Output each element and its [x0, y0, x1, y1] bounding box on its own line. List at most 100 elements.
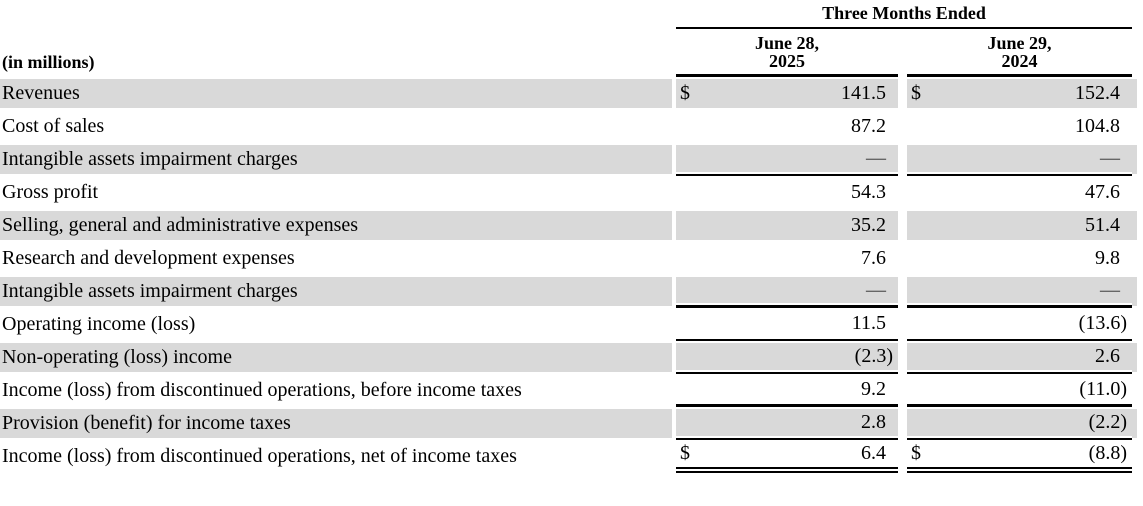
cell-value: — [1100, 278, 1120, 301]
column-tail [1132, 29, 1137, 77]
cell-value: 7.6 [861, 247, 886, 269]
column-gap [672, 308, 676, 341]
value-cell-2024: 9.8 [907, 242, 1132, 275]
row-label: Income (loss) from discontinued operatio… [2, 445, 517, 467]
value-cell-2024: — [907, 143, 1132, 176]
column-tail [1132, 407, 1137, 440]
value-cell-2025: 7.6 [676, 242, 898, 275]
cell-value: (11.0) [1079, 377, 1127, 400]
column-tail [1132, 77, 1137, 110]
cell-value: 2.8 [861, 411, 886, 433]
value-cell-2025: 87.2 [676, 110, 898, 143]
cell-value: 9.2 [861, 377, 886, 400]
cell-value: 152.4 [1075, 82, 1120, 104]
value-cell-2025: — [676, 143, 898, 176]
row-label-cell: Provision (benefit) for income taxes [0, 407, 672, 440]
column-header-2024: June 29, 2024 [907, 29, 1132, 77]
table-row: Income (loss) from discontinued operatio… [0, 374, 1143, 407]
column-gap [672, 242, 676, 275]
right-margin [1137, 209, 1143, 242]
cell-value: (2.3) [854, 345, 893, 367]
column-tail [1132, 308, 1137, 341]
cell-value: 141.5 [841, 82, 886, 104]
column-tail [1132, 209, 1137, 242]
table-row: Cost of sales 87.2 104.8 [0, 110, 1143, 143]
value-cell-2024: (13.6) [907, 308, 1132, 341]
cell-value: (13.6) [1078, 312, 1127, 334]
value-cell-2025: — [676, 275, 898, 308]
cell-value: 47.6 [1085, 181, 1120, 203]
row-label: Intangible assets impairment charges [2, 280, 298, 302]
cell-value: — [1100, 147, 1120, 169]
cell-value: 11.5 [851, 312, 886, 334]
column-gap [898, 275, 907, 308]
table-row: Provision (benefit) for income taxes 2.8… [0, 407, 1143, 440]
cell-value: (2.2) [1088, 411, 1127, 433]
cell-value: 35.2 [851, 214, 886, 236]
row-label-cell: Research and development expenses [0, 242, 672, 275]
period-header-margin [1132, 3, 1143, 29]
currency-symbol: $ [911, 82, 921, 104]
right-margin [1137, 308, 1143, 341]
right-margin [1137, 110, 1143, 143]
row-label: Revenues [2, 82, 80, 104]
value-cell-2025: 9.2 [676, 374, 898, 407]
row-label: Cost of sales [2, 115, 105, 137]
right-margin [1137, 29, 1143, 77]
column-tail [1132, 242, 1137, 275]
period-header-spacer [0, 3, 672, 29]
row-label-cell: Selling, general and administrative expe… [0, 209, 672, 242]
cell-value: (8.8) [1088, 442, 1127, 464]
cell-value: 9.8 [1095, 247, 1120, 269]
column-header-date-line2: 2025 [769, 51, 805, 71]
column-gap [898, 242, 907, 275]
cell-value: 2.6 [1095, 345, 1120, 367]
table-row: Research and development expenses 7.6 9.… [0, 242, 1143, 275]
row-label: Research and development expenses [2, 247, 295, 269]
column-header-2025: June 28, 2025 [676, 29, 898, 77]
column-gap [672, 77, 676, 110]
row-label-cell: Cost of sales [0, 110, 672, 143]
table-row: Operating income (loss) 11.5 (13.6) [0, 308, 1143, 341]
value-cell-2025: 2.8 [676, 407, 898, 440]
column-gap [898, 341, 907, 374]
financial-statement-table: Three Months Ended (in millions) June 28… [0, 3, 1143, 473]
period-header: Three Months Ended [676, 3, 1132, 29]
column-gap [898, 29, 907, 77]
column-gap [672, 110, 676, 143]
column-gap [672, 29, 676, 77]
right-margin [1137, 143, 1143, 176]
column-header-row: (in millions) June 28, 2025 June 29, 202… [0, 29, 1143, 77]
value-cell-2025: 35.2 [676, 209, 898, 242]
value-cell-2024: $ 152.4 [907, 77, 1132, 110]
units-label: (in millions) [2, 52, 95, 72]
column-header-date-line1: June 28, [754, 33, 819, 53]
cell-value: 104.8 [1075, 115, 1120, 137]
table-row: Revenues $ 141.5 $ 152.4 [0, 77, 1143, 110]
table-row: Income (loss) from discontinued operatio… [0, 440, 1143, 473]
right-margin [1137, 77, 1143, 110]
value-cell-2024: (2.2) [907, 407, 1132, 440]
cell-value: 51.4 [1085, 214, 1120, 236]
column-tail [1132, 176, 1137, 209]
row-label: Operating income (loss) [2, 313, 196, 335]
right-margin [1137, 275, 1143, 308]
value-cell-2024: $ (8.8) [907, 440, 1132, 473]
column-tail [1132, 440, 1137, 473]
value-cell-2024: 51.4 [907, 209, 1132, 242]
cell-value: — [866, 147, 886, 169]
column-header-date-line2: 2024 [1001, 51, 1038, 71]
column-tail [1132, 110, 1137, 143]
period-header-row: Three Months Ended [0, 3, 1143, 29]
column-tail [1132, 143, 1137, 176]
value-cell-2024: — [907, 275, 1132, 308]
right-margin [1137, 242, 1143, 275]
table-row: Intangible assets impairment charges — — [0, 275, 1143, 308]
column-gap [672, 143, 676, 176]
cell-value: 6.4 [861, 442, 886, 464]
value-cell-2024: 104.8 [907, 110, 1132, 143]
column-gap [672, 209, 676, 242]
right-margin [1137, 440, 1143, 473]
column-gap [672, 275, 676, 308]
table-row: Gross profit 54.3 47.6 [0, 176, 1143, 209]
